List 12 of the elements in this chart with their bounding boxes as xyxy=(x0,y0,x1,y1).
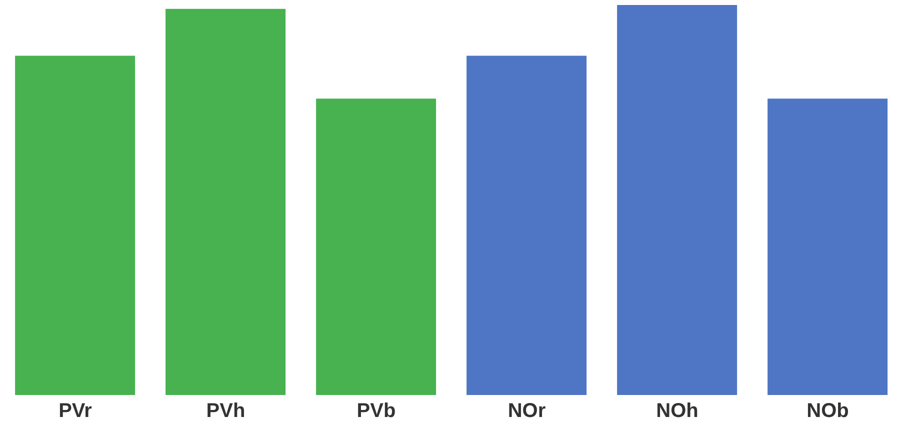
x-tick-label: PVb xyxy=(356,400,396,422)
bar xyxy=(466,56,587,395)
x-tick-label: NOb xyxy=(806,400,849,422)
bar xyxy=(166,8,286,395)
bar xyxy=(768,98,888,395)
bar xyxy=(617,5,738,395)
x-tick-label: NOh xyxy=(656,400,698,422)
bar xyxy=(316,98,436,395)
x-tick-label: PVh xyxy=(206,400,246,422)
x-tick-label: NOr xyxy=(508,400,546,422)
bar xyxy=(15,56,136,395)
x-tick-label: PVr xyxy=(58,400,92,422)
